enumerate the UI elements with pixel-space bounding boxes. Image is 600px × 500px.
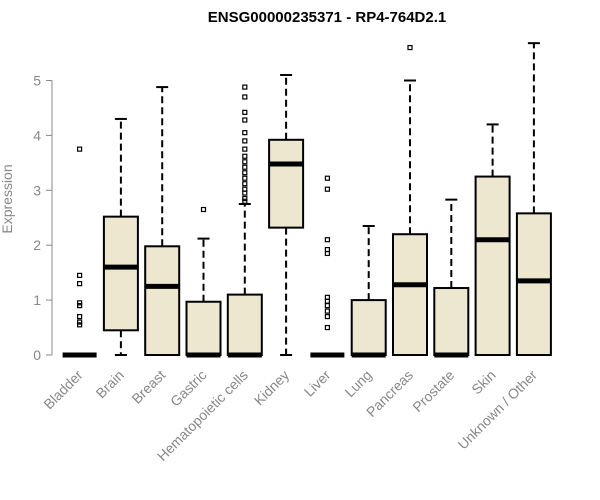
y-tick-label: 4: [33, 127, 41, 143]
x-tick-label: Bladder: [40, 367, 86, 413]
outlier-point: [324, 175, 330, 181]
outlier-point: [242, 195, 248, 202]
outlier-point: [76, 281, 83, 287]
x-tick-label: Brain: [93, 367, 127, 401]
box-liver: [310, 175, 345, 358]
box-iqr: [144, 245, 181, 357]
x-tick-label: Kidney: [251, 367, 293, 409]
box-lung: [350, 224, 387, 358]
y-tick-label: 1: [33, 292, 41, 308]
outlier-point: [324, 237, 330, 243]
outlier-point: [200, 206, 207, 213]
box-unknown-other: [515, 42, 552, 356]
outlier-point: [76, 272, 83, 278]
outlier-point: [242, 138, 248, 144]
outlier-point: [324, 302, 330, 309]
outlier-point: [242, 153, 248, 159]
outlier-point: [407, 44, 413, 51]
y-tick-label: 3: [33, 182, 41, 198]
y-axis: 0 1 2 3 4 5: [33, 73, 53, 363]
box-breast: [144, 86, 181, 357]
box-iqr: [474, 175, 511, 356]
box-iqr: [392, 233, 428, 356]
outlier-point: [76, 300, 83, 306]
outlier-point: [76, 313, 83, 320]
x-tick-label: Prostate: [409, 367, 457, 415]
box-prostate: [433, 198, 470, 358]
box-iqr: [102, 215, 139, 332]
x-tick-label: Lung: [341, 367, 374, 400]
outlier-point: [242, 94, 248, 100]
box-kidney: [268, 74, 305, 356]
box-iqr: [268, 138, 305, 229]
outlier-point: [242, 164, 248, 170]
y-tick-label: 2: [33, 237, 41, 253]
box-skin: [474, 123, 511, 356]
box-iqr: [515, 212, 552, 356]
outlier-point: [242, 175, 248, 181]
outlier-point: [76, 146, 83, 152]
outlier-point: [324, 186, 330, 192]
x-tick-label: Skin: [468, 367, 499, 398]
outlier-point: [324, 308, 330, 314]
outlier-point: [242, 190, 248, 196]
box-pancreas: [392, 44, 428, 356]
outlier-point: [242, 130, 248, 136]
outlier-point: [324, 250, 330, 257]
outlier-point: [76, 319, 83, 325]
y-tick-label: 0: [33, 347, 41, 363]
outlier-point: [76, 302, 83, 309]
box-gastric: [185, 206, 222, 358]
y-tick-label: 5: [33, 73, 41, 89]
box-iqr: [226, 293, 263, 356]
outlier-point: [324, 324, 330, 331]
box-hematopoietic-cells: [226, 84, 263, 358]
box-series: [62, 42, 552, 358]
box-iqr: [350, 299, 387, 357]
outlier-point: [76, 322, 83, 328]
outlier-point: [242, 170, 248, 176]
outlier-point: [242, 181, 248, 187]
outlier-point: [242, 198, 248, 204]
x-tick-label: Breast: [128, 367, 168, 407]
outlier-point: [324, 313, 330, 320]
box-brain: [102, 117, 139, 356]
box-bladder: [62, 146, 97, 358]
outlier-point: [242, 146, 248, 152]
box-iqr: [185, 300, 222, 357]
y-axis-label: Expression: [0, 164, 15, 233]
outlier-point: [242, 159, 248, 165]
x-tick-label: Liver: [301, 367, 334, 400]
chart-title: ENSG00000235371 - RP4-764D2.1: [208, 9, 447, 26]
outlier-point: [242, 109, 248, 115]
outlier-point: [242, 117, 248, 123]
outlier-point: [242, 84, 248, 90]
box-iqr: [433, 287, 470, 356]
